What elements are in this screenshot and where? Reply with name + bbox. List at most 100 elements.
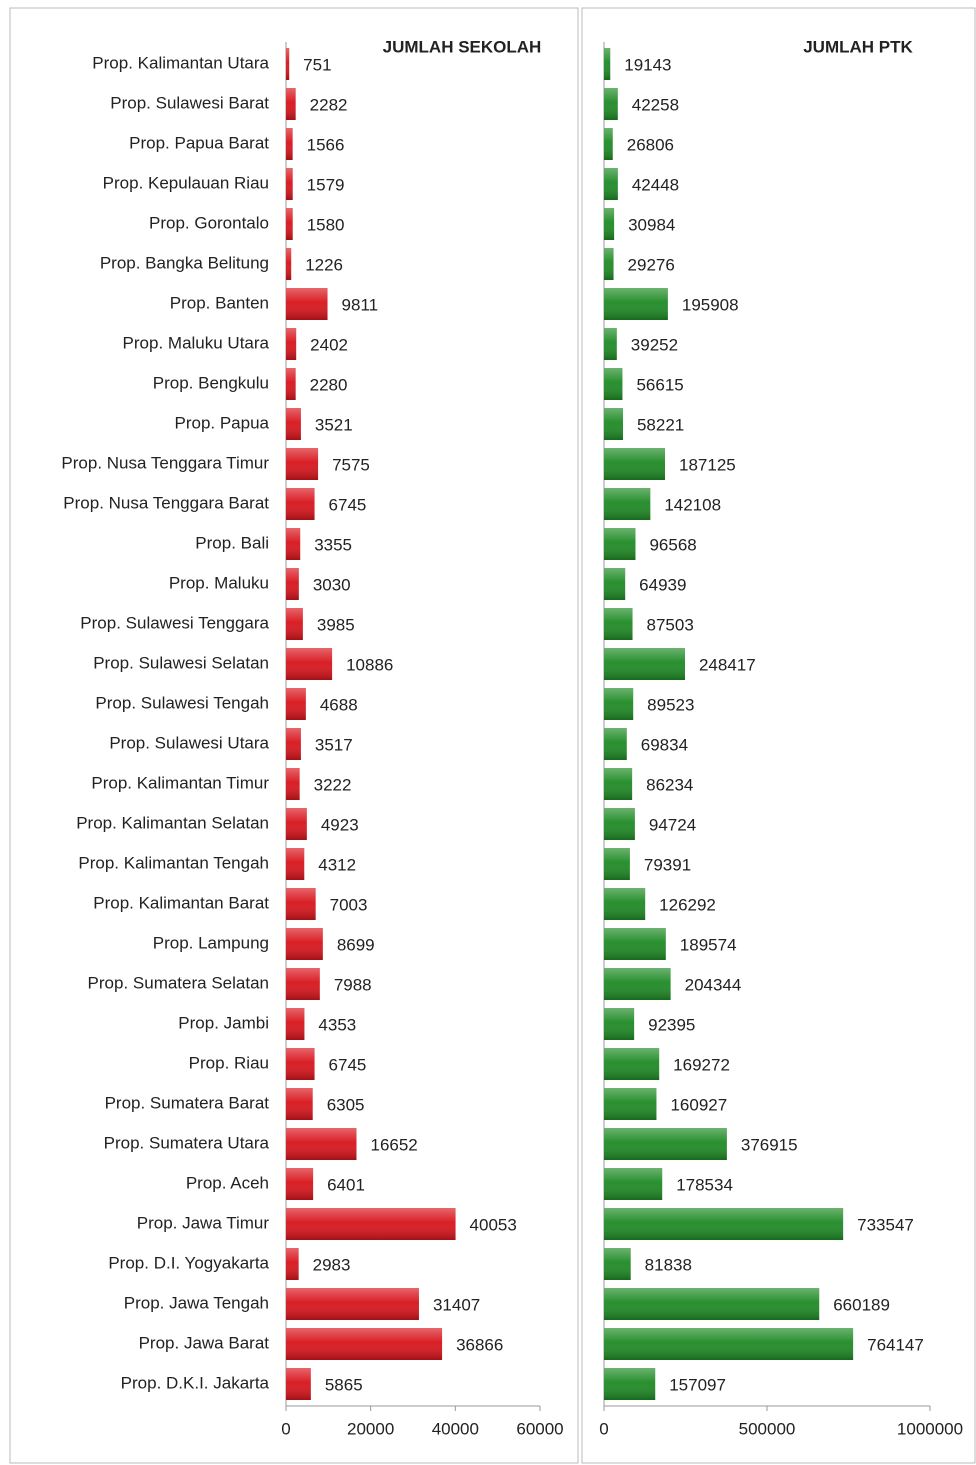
value-label: 31407 — [433, 1295, 480, 1314]
bar-shine — [286, 608, 303, 640]
category-label: Prop. Gorontalo — [149, 213, 269, 232]
bar-shine — [286, 968, 320, 1000]
bar-shine — [286, 1208, 456, 1240]
bar-shine — [604, 48, 611, 80]
bar-shine — [604, 1048, 660, 1080]
category-label: Prop. Papua Barat — [129, 133, 269, 152]
bar-shine — [286, 288, 328, 320]
bar-shine — [286, 448, 319, 480]
value-label: 6401 — [327, 1175, 365, 1194]
category-label: Prop. Jambi — [178, 1013, 269, 1032]
value-label: 2983 — [313, 1255, 351, 1274]
value-label: 169272 — [673, 1055, 730, 1074]
category-label: Prop. Kalimantan Barat — [93, 893, 269, 912]
chart-title: JUMLAH SEKOLAH — [383, 37, 542, 56]
bar-shine — [286, 1248, 299, 1280]
value-label: 40053 — [470, 1215, 517, 1234]
value-label: 733547 — [857, 1215, 914, 1234]
bar-shine — [604, 1208, 844, 1240]
category-label: Prop. Sulawesi Tenggara — [80, 613, 269, 632]
value-label: 248417 — [699, 655, 756, 674]
bar-shine — [286, 48, 290, 80]
chart-title: JUMLAH PTK — [803, 37, 913, 56]
category-label: Prop. Sulawesi Tengah — [95, 693, 269, 712]
category-label: Prop. Bengkulu — [153, 373, 269, 392]
category-label: Prop. Papua — [174, 413, 269, 432]
value-label: 96568 — [649, 535, 696, 554]
value-label: 189574 — [680, 935, 737, 954]
bar-shine — [604, 648, 685, 680]
bar-shine — [604, 368, 623, 400]
bar-shine — [286, 368, 296, 400]
bar-shine — [286, 1368, 311, 1400]
bar-shine — [286, 488, 315, 520]
bar-shine — [286, 848, 305, 880]
category-label: Prop. Kalimantan Utara — [92, 53, 269, 72]
bar-shine — [604, 688, 634, 720]
value-label: 195908 — [682, 295, 739, 314]
value-label: 2280 — [310, 375, 348, 394]
category-label: Prop. Maluku — [169, 573, 269, 592]
category-label: Prop. Aceh — [186, 1173, 269, 1192]
x-tick-label: 60000 — [516, 1419, 563, 1438]
category-label: Prop. Kalimantan Tengah — [78, 853, 269, 872]
value-label: 376915 — [741, 1135, 798, 1154]
bar-shine — [286, 248, 292, 280]
category-label: Prop. Kepulauan Riau — [103, 173, 269, 192]
x-tick-label: 20000 — [347, 1419, 394, 1438]
value-label: 29276 — [628, 255, 675, 274]
value-label: 178534 — [676, 1175, 733, 1194]
bar-shine — [604, 408, 623, 440]
value-label: 87503 — [647, 615, 694, 634]
value-label: 157097 — [669, 1375, 726, 1394]
bar-shine — [286, 128, 293, 160]
value-label: 89523 — [647, 695, 694, 714]
x-tick-label: 40000 — [432, 1419, 479, 1438]
value-label: 79391 — [644, 855, 691, 874]
value-label: 6745 — [329, 495, 367, 514]
value-label: 3985 — [317, 615, 355, 634]
bar-shine — [604, 1168, 663, 1200]
bar-shine — [286, 528, 301, 560]
value-label: 4923 — [321, 815, 359, 834]
bar-shine — [604, 848, 630, 880]
category-label: Prop. Jawa Tengah — [124, 1293, 269, 1312]
bar-shine — [286, 168, 293, 200]
bar-shine — [604, 488, 651, 520]
bar-shine — [286, 888, 316, 920]
bar-shine — [604, 808, 635, 840]
value-label: 3355 — [314, 535, 352, 554]
value-label: 1580 — [307, 215, 345, 234]
panel-border — [9, 7, 579, 1464]
value-label: 2282 — [310, 95, 348, 114]
bar-shine — [604, 928, 666, 960]
value-label: 9811 — [342, 295, 379, 314]
bar-shine — [286, 768, 300, 800]
value-label: 58221 — [637, 415, 684, 434]
bar-shine — [286, 1128, 357, 1160]
value-label: 6305 — [327, 1095, 365, 1114]
bar-shine — [604, 728, 627, 760]
value-label: 8699 — [337, 935, 375, 954]
bar-shine — [286, 728, 301, 760]
category-label: Prop. Kalimantan Timur — [91, 773, 269, 792]
bar-shine — [604, 1328, 854, 1360]
value-label: 751 — [303, 55, 331, 74]
bar-shine — [604, 568, 626, 600]
bar-shine — [604, 1088, 657, 1120]
value-label: 56615 — [636, 375, 683, 394]
category-label: Prop. Maluku Utara — [123, 333, 270, 352]
category-label: Prop. D.K.I. Jakarta — [121, 1373, 270, 1392]
bar-shine — [604, 1248, 631, 1280]
value-label: 4688 — [320, 695, 358, 714]
category-label: Prop. Riau — [189, 1053, 269, 1072]
category-label: Prop. Kalimantan Selatan — [76, 813, 269, 832]
bar-shine — [604, 888, 646, 920]
category-label: Prop. Nusa Tenggara Timur — [61, 453, 269, 472]
bar-shine — [604, 768, 633, 800]
value-label: 7575 — [332, 455, 370, 474]
bar-shine — [286, 808, 307, 840]
value-label: 64939 — [639, 575, 686, 594]
